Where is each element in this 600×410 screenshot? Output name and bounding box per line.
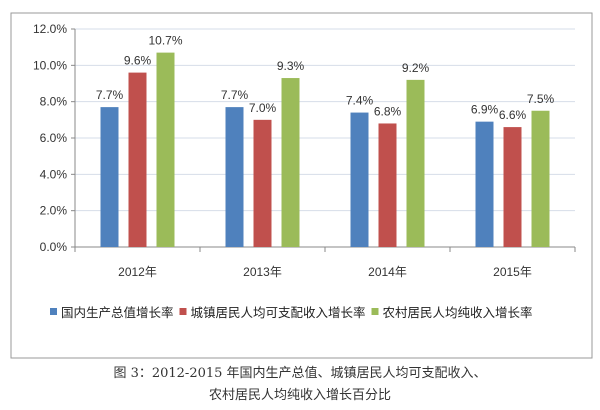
data-label: 10.7% [148, 34, 182, 48]
y-tick-label: 8.0% [40, 95, 68, 109]
figure-caption-line2: 农村居民人均纯收入增长百分比 [208, 388, 391, 403]
legend-label: 农村居民人均纯收入增长率 [383, 305, 533, 320]
figure-caption-line1: 图 3：2012-2015 年国内生产总值、城镇居民人均可支配收入、 [113, 366, 487, 381]
y-tick-label: 0.0% [40, 240, 68, 254]
y-tick-label: 12.0% [33, 22, 67, 36]
bar [406, 79, 425, 247]
bar [475, 121, 494, 247]
data-label: 7.4% [346, 94, 374, 108]
x-tick-label: 2015年 [493, 265, 532, 279]
y-tick-label: 4.0% [40, 167, 68, 181]
bar [156, 52, 175, 247]
data-label: 6.6% [499, 108, 527, 122]
x-tick-label: 2013年 [243, 265, 282, 279]
legend-swatch [179, 308, 187, 315]
bar [350, 112, 369, 247]
bar [378, 123, 397, 247]
data-label: 6.8% [374, 104, 402, 118]
data-label: 7.5% [527, 92, 555, 106]
bar [225, 107, 244, 247]
data-label: 6.9% [471, 103, 499, 117]
y-tick-label: 6.0% [40, 131, 68, 145]
legend-swatch [371, 308, 379, 315]
x-tick-label: 2014年 [368, 265, 407, 279]
legend-swatch [50, 308, 57, 315]
bar [503, 127, 522, 247]
bar [281, 78, 300, 247]
data-label: 9.3% [277, 59, 305, 73]
bar [128, 72, 147, 247]
bar [253, 119, 272, 247]
x-tick-label: 2012年 [118, 265, 157, 279]
y-tick-label: 2.0% [40, 204, 68, 218]
bar [531, 110, 550, 247]
data-label: 9.6% [124, 54, 152, 68]
data-label: 9.2% [402, 61, 430, 75]
legend-label: 国内生产总值增长率 [61, 305, 174, 320]
y-tick-label: 10.0% [33, 58, 67, 72]
legend-label: 城镇居民人均可支配收入增长率 [191, 305, 366, 320]
data-label: 7.0% [249, 101, 277, 115]
bar [100, 107, 119, 247]
data-label: 7.7% [221, 88, 249, 102]
data-label: 7.7% [96, 88, 124, 102]
